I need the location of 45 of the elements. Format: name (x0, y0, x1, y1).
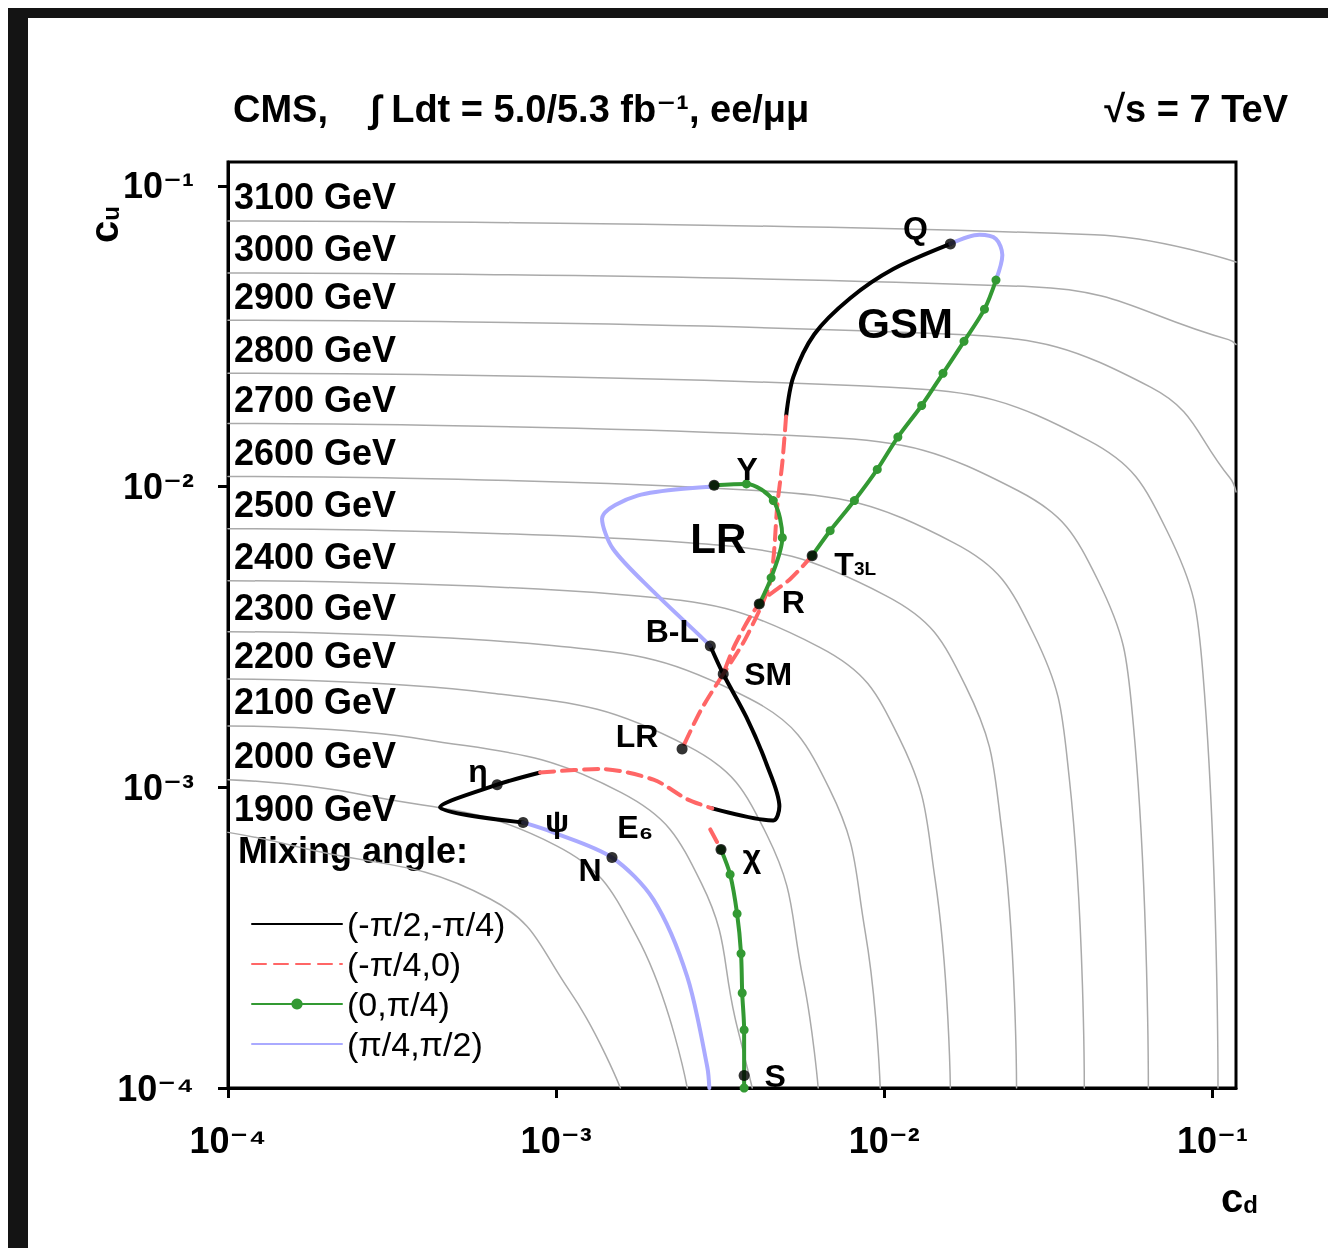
legend-label: (0,π/4) (347, 985, 450, 1023)
y-tick-label: 10⁻² (122, 466, 194, 508)
annotation: LR (615, 718, 659, 755)
y-tick-label: 10⁻³ (122, 766, 194, 808)
annotation: Y (736, 451, 758, 488)
annotation: B-L (645, 612, 699, 649)
series-label: 2000 GeV (234, 735, 397, 777)
series-label: 3100 GeV (234, 176, 397, 218)
y-tick-label: 10⁻⁴ (117, 1067, 194, 1109)
legend-label: (-π/2,-π/4) (347, 905, 506, 943)
annotation: χ (742, 838, 762, 875)
annotation: T3L (834, 545, 877, 582)
series-label: 2400 GeV (234, 536, 397, 578)
x-tick-label: 10⁻³ (520, 1119, 592, 1161)
annotation: N (578, 851, 602, 888)
y-tick-label: 10⁻¹ (122, 165, 194, 207)
annotation: GSM (857, 299, 953, 347)
series-label: 2700 GeV (234, 379, 397, 421)
series-label: 2500 GeV (234, 484, 397, 526)
series-label: 2800 GeV (234, 328, 397, 370)
annotation: SM (744, 656, 793, 693)
x-tick-label: 10⁻¹ (1176, 1119, 1248, 1161)
annotation: E₆ (617, 809, 654, 846)
annotation: η (468, 752, 488, 789)
x-tick-label: 10⁻⁴ (189, 1119, 267, 1161)
series-label: 2100 GeV (234, 681, 397, 723)
chart-title: CMS, ∫ Ldt = 5.0/5.3 fb⁻¹, ee/μμ (233, 88, 810, 131)
annotation: ψ (545, 803, 570, 840)
x-axis-title: cd (1221, 1176, 1259, 1220)
annotation: LR (690, 515, 747, 563)
legend-title: Mixing angle: (238, 829, 469, 871)
series-label: 2900 GeV (234, 275, 397, 317)
series-label: 2300 GeV (234, 587, 397, 629)
series-label: 1900 GeV (234, 787, 397, 829)
legend-label: (π/4,π/2) (347, 1025, 483, 1063)
annotation: S (764, 1057, 786, 1094)
series-label: 2600 GeV (234, 431, 397, 473)
x-tick-label: 10⁻² (848, 1119, 920, 1161)
text: √s = 7 TeV (1104, 88, 1289, 130)
series-label: 2200 GeV (234, 634, 397, 676)
series-label: 3000 GeV (234, 228, 397, 270)
annotation: R (781, 583, 805, 620)
annotation: Q (902, 209, 928, 246)
y-axis-title: cu (82, 206, 126, 243)
legend-label: (-π/4,0) (347, 945, 462, 983)
